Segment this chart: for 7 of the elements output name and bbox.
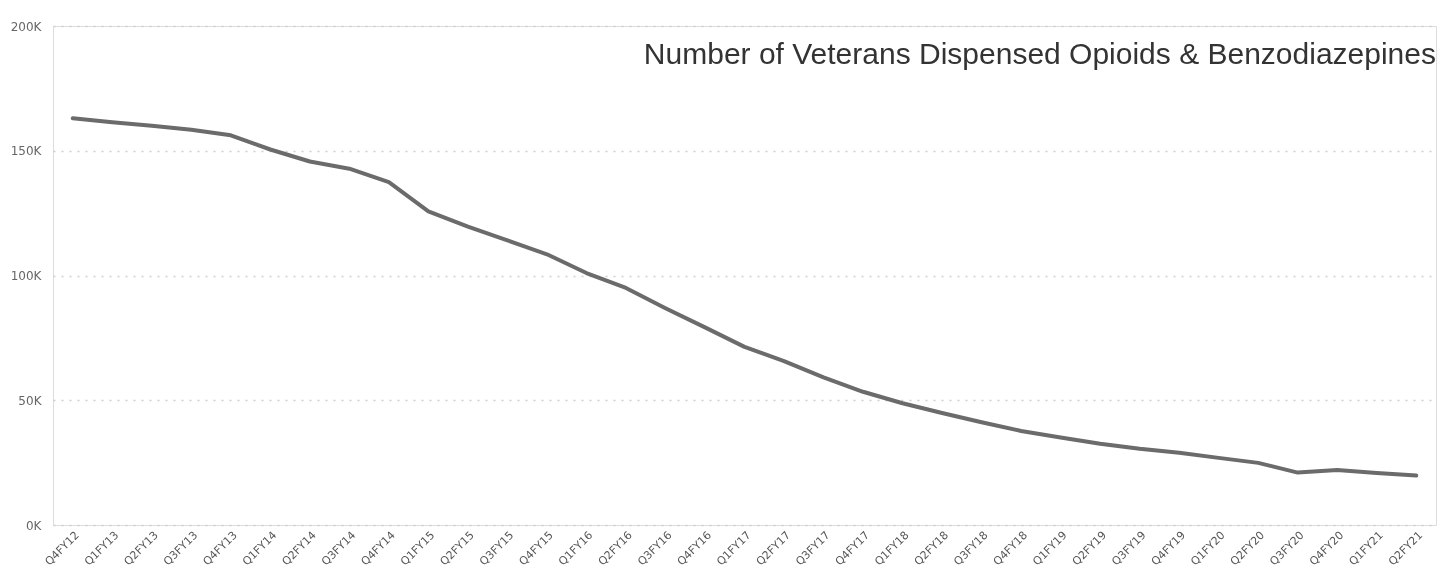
line-series (70, 116, 1419, 478)
y-tick-label: 100K (10, 269, 43, 283)
chart-title: Number of Veterans Dispensed Opioids & Benzodiazepines (643, 37, 1436, 70)
y-tick-label: 50K (18, 393, 43, 408)
y-tick-label: 200K (10, 19, 43, 34)
y-tick-label: 0K (25, 518, 43, 533)
y-tick-label: 150K (10, 144, 43, 159)
